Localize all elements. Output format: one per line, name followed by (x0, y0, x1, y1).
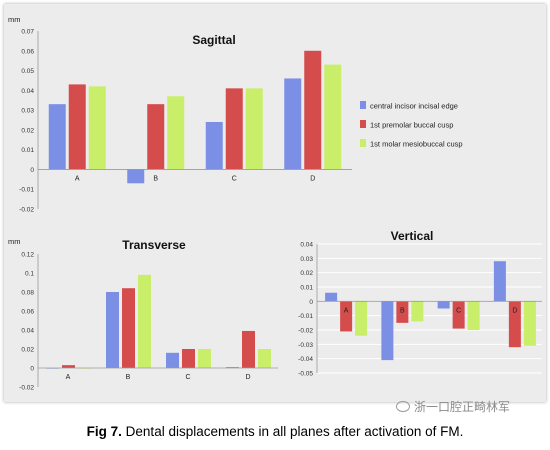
vertical-bar (325, 292, 338, 302)
sagittal-bar (304, 50, 322, 170)
sagittal-bar (245, 88, 263, 170)
vertical-ytick-label: 0.04 (300, 242, 313, 249)
transverse-ytick-label: -0.02 (19, 385, 34, 392)
transverse-bar (166, 352, 179, 368)
vertical-ytick-label: 0.02 (300, 270, 313, 277)
transverse-ytick-label: 0 (30, 366, 34, 373)
sagittal-category-label: A (75, 175, 80, 182)
vertical-bar (355, 301, 368, 336)
watermark: 浙一口腔正畸林军 (396, 398, 510, 415)
transverse-bar (198, 349, 211, 368)
transverse-ytick-label: 0.1 (25, 271, 34, 278)
transverse-ytick-label: 0.02 (21, 347, 34, 354)
vertical-ytick-label: -0.04 (298, 356, 313, 363)
transverse-title: Transverse (122, 238, 186, 252)
sagittal-bar (324, 64, 342, 170)
vertical-ytick-label: -0.02 (298, 328, 313, 335)
sagittal-category-label: D (310, 175, 315, 182)
vertical-category-label: B (400, 307, 405, 314)
sagittal-bar (284, 78, 302, 170)
legend-entry: 1st molar mesiobuccal cusp (370, 140, 463, 149)
sagittal-ytick-label: 0.06 (21, 48, 34, 55)
sagittal-bar (48, 104, 66, 170)
vertical-bar (493, 261, 506, 302)
transverse-ytick-label: 0.08 (21, 290, 34, 297)
caption-text: Dental displacements in all planes after… (125, 424, 464, 439)
transverse-category-label: D (245, 374, 250, 381)
caption-label: Fig 7. (86, 424, 122, 439)
transverse-bar (242, 330, 255, 368)
vertical-bar (381, 301, 394, 361)
sagittal-title: Sagittal (192, 33, 235, 47)
vertical-ytick-label: -0.05 (298, 371, 313, 378)
sagittal-ytick-label: 0.01 (21, 147, 34, 154)
sagittal-ytick-label: 0 (30, 167, 34, 174)
vertical-category-label: D (512, 307, 517, 314)
vertical-bar (523, 301, 536, 346)
figure-svg: 0.07 0.06 0.05 0.04 0.03 0.02 0.01 0 -0.01 -0.02 A… (8, 15, 542, 392)
transverse-category-label: C (185, 374, 190, 381)
sagittal-ytick-label: 0.05 (21, 68, 34, 75)
sagittal-ytick-label: 0.03 (21, 108, 34, 115)
sagittal-category-label: B (153, 175, 158, 182)
sagittal-bar (88, 86, 106, 170)
transverse-bar (226, 367, 239, 368)
transverse-bar (106, 292, 119, 368)
sagittal-bar (205, 121, 223, 170)
vertical-bar (396, 301, 409, 323)
legend-swatch (360, 139, 366, 147)
vertical-ytick-label: 0 (309, 299, 313, 306)
transverse-category-label: B (126, 374, 131, 381)
transverse-bar (62, 365, 75, 368)
sagittal-ytick-label: -0.01 (19, 187, 34, 194)
sagittal-bar (127, 169, 145, 184)
sagittal-bar (147, 104, 165, 170)
sagittal-ytick-label: 0.07 (21, 29, 34, 36)
legend-swatch (360, 120, 366, 128)
sagittal-bar (167, 96, 185, 170)
legend-entry: 1st premolar buccal cusp (370, 121, 453, 130)
vertical-bar (467, 301, 480, 330)
figure-panel: 0.07 0.06 0.05 0.04 0.03 0.02 0.01 0 -0.01 -0.02 A… (4, 4, 546, 402)
vertical-ytick-label: 0.03 (300, 256, 313, 263)
vertical-bar (411, 301, 424, 322)
legend-swatch (360, 101, 366, 109)
vertical-ytick-label: -0.01 (298, 313, 313, 320)
legend-entry: central incisor incisal edge (370, 102, 458, 111)
transverse-ytick-label: 0.04 (21, 328, 34, 335)
transverse-ytick-label: 0.12 (21, 252, 34, 259)
vertical-category-label: A (344, 307, 349, 314)
transverse-bar (122, 288, 135, 368)
vertical-ytick-label: -0.03 (298, 342, 313, 349)
transverse-bar (258, 349, 271, 368)
sagittal-unit-label: mm (8, 15, 21, 24)
vertical-bar (437, 301, 450, 309)
wechat-icon (396, 401, 410, 412)
vertical-bar (452, 301, 465, 329)
sagittal-bar (68, 84, 86, 170)
transverse-category-label: A (66, 374, 71, 381)
vertical-category-label: C (456, 307, 461, 314)
transverse-bar (138, 274, 151, 368)
transverse-bar (182, 349, 195, 368)
sagittal-category-label: C (232, 175, 237, 182)
vertical-title: Vertical (391, 229, 434, 243)
watermark-text: 浙一口腔正畸林军 (414, 400, 511, 414)
vertical-bar (340, 301, 353, 332)
figure-caption: Fig 7. Dental displacements in all plane… (0, 424, 550, 439)
transverse-ytick-label: 0.06 (21, 309, 34, 316)
sagittal-ytick-label: -0.02 (19, 207, 34, 214)
vertical-bar (508, 301, 521, 348)
sagittal-ytick-label: 0.02 (21, 127, 34, 134)
sagittal-ytick-label: 0.04 (21, 88, 34, 95)
vertical-ytick-label: 0.01 (300, 285, 313, 292)
transverse-unit-label: mm (8, 237, 21, 246)
sagittal-bar (225, 88, 243, 170)
